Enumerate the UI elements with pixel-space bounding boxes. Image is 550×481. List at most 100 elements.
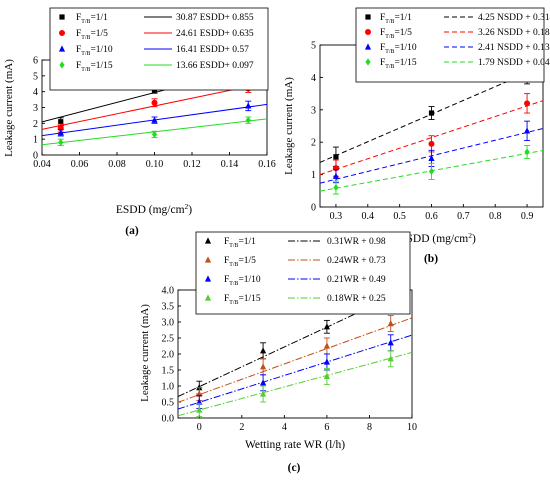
legend-marker — [204, 294, 212, 301]
legend-fit-label: 0.31WR + 0.98 — [327, 237, 386, 247]
data-point — [196, 384, 203, 391]
legend-entry: FT/B=1/5 — [76, 29, 108, 41]
data-point — [323, 358, 331, 365]
x-tick-label: 2 — [239, 422, 244, 433]
y-tick-label: 4.0 — [162, 286, 175, 297]
legend-fit-label: 4.25 NSDD + 0.314 — [478, 13, 550, 23]
x-tick-label: 0.06 — [71, 159, 89, 170]
legend-entry: FT/B=1/1 — [76, 13, 108, 25]
legend: FT/B=1/1 30.87 ESDD+ 0.855 FT/B=1/5 24.61 E… — [49, 7, 269, 91]
panel-label: (a) — [125, 225, 139, 237]
data-point — [524, 100, 531, 107]
legend-fit-label: 30.87 ESDD+ 0.855 — [176, 13, 254, 23]
legend-entry: FT/B=1/15 — [76, 61, 113, 73]
y-tick-label: 2.0 — [162, 350, 175, 361]
data-point — [332, 172, 340, 179]
y-axis-label: Leakage current (mA) — [3, 59, 15, 157]
legend-fit-label: 2.41 NSDD + 0.133 — [478, 43, 550, 53]
data-point — [58, 119, 64, 125]
fit-line — [320, 100, 543, 176]
y-tick-label: 1.5 — [162, 366, 175, 377]
legend: FT/B=1/1 4.25 NSDD + 0.314 FT/B=1/5 3.26 NS… — [355, 7, 550, 83]
legend-fit-label: 0.18WR + 0.25 — [327, 294, 386, 304]
data-point — [58, 138, 64, 146]
data-point — [524, 148, 530, 156]
data-point — [245, 116, 251, 124]
data-point — [333, 183, 339, 192]
legend-entry: FT/B=1/5 — [380, 28, 412, 40]
x-tick-label: 0.3 — [330, 211, 343, 222]
x-axis-label: ESDD (mg/cm2) — [116, 202, 192, 216]
data-point — [428, 167, 435, 175]
legend-marker — [204, 275, 212, 282]
data-point — [196, 390, 203, 397]
y-tick-label: 2 — [33, 119, 38, 130]
series — [320, 144, 543, 195]
data-point — [428, 154, 435, 161]
legend-marker — [204, 237, 212, 244]
data-point — [323, 372, 331, 379]
legend-marker — [364, 43, 372, 50]
data-point — [196, 398, 203, 405]
y-tick-label: 4 — [311, 73, 316, 84]
data-point — [387, 355, 394, 362]
legend-entry: FT/B=1/1 — [380, 13, 412, 25]
x-tick-label: 0.04 — [33, 159, 51, 170]
legend-entry: FT/B=1/10 — [380, 43, 417, 55]
data-point — [151, 99, 158, 106]
data-point — [333, 154, 339, 160]
data-point — [259, 363, 267, 370]
legend-entry: FT/B=1/15 — [224, 294, 261, 306]
legend-fit-label: 0.24WR + 0.73 — [327, 256, 386, 266]
x-tick-label: 0 — [197, 422, 202, 433]
x-tick-label: 10 — [407, 422, 417, 433]
data-point — [323, 323, 331, 330]
data-point — [259, 379, 267, 386]
x-tick-label: 8 — [367, 422, 372, 433]
data-point — [428, 110, 435, 116]
y-tick-label: 3.0 — [162, 318, 175, 329]
legend-fit-label: 24.61 ESDD+ 0.635 — [176, 29, 254, 39]
series — [178, 315, 412, 403]
series — [42, 100, 267, 137]
data-point — [245, 102, 252, 109]
data-point — [323, 342, 331, 349]
data-point — [523, 127, 531, 134]
data-point — [151, 130, 158, 139]
fit-line — [178, 334, 412, 410]
series — [178, 334, 412, 410]
y-tick-label: 1.0 — [162, 382, 175, 393]
legend: FT/B=1/1 0.31WR + 0.98 FT/B=1/5 0.24WR + 0.… — [195, 231, 411, 315]
x-tick-label: 0.4 — [362, 211, 375, 222]
x-tick-label: 0.08 — [108, 159, 126, 170]
y-tick-label: 0 — [311, 203, 316, 214]
y-tick-label: 6 — [33, 56, 38, 67]
series — [320, 120, 543, 184]
legend-frame — [355, 7, 545, 83]
chart-panel: 0 1 2 3 4 5 6 0.04 0.06 0.08 0.10 0.12 0.14 0.16 ESDD … — [3, 7, 276, 237]
y-tick-label: 2.5 — [162, 334, 175, 345]
x-tick-label: 0.9 — [521, 211, 534, 222]
y-tick-label: 4 — [33, 87, 38, 98]
panel-label: (c) — [288, 462, 301, 474]
fit-line — [178, 317, 412, 403]
data-point — [151, 116, 158, 123]
x-tick-label: 0.16 — [258, 159, 276, 170]
legend-marker — [59, 14, 65, 20]
legend-marker — [204, 256, 212, 263]
data-point — [57, 129, 64, 136]
fit-line — [178, 351, 412, 417]
y-tick-label: 5 — [33, 71, 38, 82]
x-tick-label: 0.6 — [425, 211, 438, 222]
x-tick-label: 0.10 — [146, 159, 164, 170]
data-point — [387, 320, 394, 327]
legend-frame — [195, 231, 411, 315]
legend-entry: FT/B=1/10 — [224, 275, 261, 287]
x-tick-label: 4 — [282, 422, 287, 433]
legend-marker — [365, 29, 371, 35]
x-tick-label: 0.8 — [489, 211, 502, 222]
chart-panel: 0.0 0.5 1.0 1.5 2.0 2.5 3.0 3.5 4.0 0 2 4 6 8 10 Wettin… — [139, 231, 417, 474]
y-tick-label: 3.5 — [162, 302, 175, 313]
y-tick-label: 1 — [311, 170, 316, 181]
